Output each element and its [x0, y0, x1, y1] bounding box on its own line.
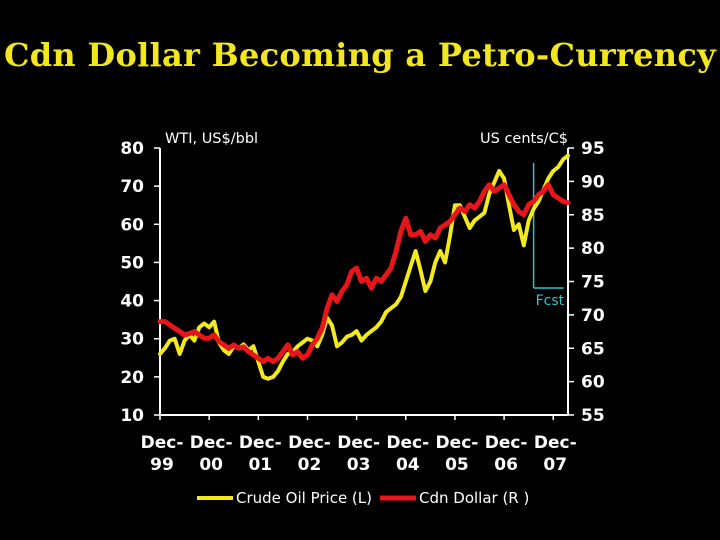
series-line-cdn-dollar [157, 182, 571, 365]
legend-label-crude-oil: Crude Oil Price (L) [236, 489, 372, 507]
left-y-ticks: 80 70 60 50 40 30 20 10 [120, 139, 160, 426]
right-tick-label: 60 [581, 373, 605, 393]
legend: Crude Oil Price (L) Cdn Dollar (R ) [197, 489, 529, 507]
x-tick-label: Dec-04 [386, 433, 429, 475]
right-tick-label: 85 [581, 206, 605, 226]
left-tick-label: 80 [120, 139, 144, 159]
series-line-crude-oil [158, 153, 570, 381]
left-tick-label: 60 [120, 215, 144, 235]
x-ticks: Dec-99Dec-00Dec-01Dec-02Dec-03Dec-04Dec-… [141, 415, 577, 475]
x-tick-label: Dec-03 [337, 433, 380, 475]
legend-label-cdn-dollar: Cdn Dollar (R ) [419, 489, 529, 507]
x-tick-label: Dec-00 [190, 433, 233, 475]
left-tick-label: 40 [120, 292, 144, 312]
right-tick-label: 80 [581, 239, 605, 259]
forecast-label: Fcst [536, 293, 565, 309]
right-tick-label: 90 [581, 172, 605, 192]
left-tick-label: 30 [120, 330, 144, 350]
slide-title: Cdn Dollar Becoming a Petro-Currency [3, 36, 717, 74]
right-tick-label: 95 [581, 139, 605, 159]
right-axis-title: US cents/C$ [480, 131, 568, 147]
left-tick-label: 10 [120, 406, 144, 426]
x-tick-label: Dec-07 [534, 433, 577, 475]
x-tick-label: Dec-02 [288, 433, 331, 475]
left-axis-title: WTI, US$/bbl [165, 131, 258, 147]
right-tick-label: 55 [581, 406, 605, 426]
left-tick-label: 70 [120, 177, 144, 197]
x-tick-label: Dec-06 [485, 433, 528, 475]
x-tick-label: Dec-99 [141, 433, 184, 475]
right-y-ticks: 95 90 85 80 75 70 65 60 55 [568, 139, 605, 426]
x-tick-label: Dec-05 [436, 433, 479, 475]
left-tick-label: 50 [120, 253, 144, 273]
right-tick-label: 70 [581, 306, 605, 326]
left-tick-label: 20 [120, 368, 144, 388]
x-tick-label: Dec-01 [239, 433, 282, 475]
right-tick-label: 65 [581, 339, 605, 359]
right-tick-label: 75 [581, 273, 605, 293]
